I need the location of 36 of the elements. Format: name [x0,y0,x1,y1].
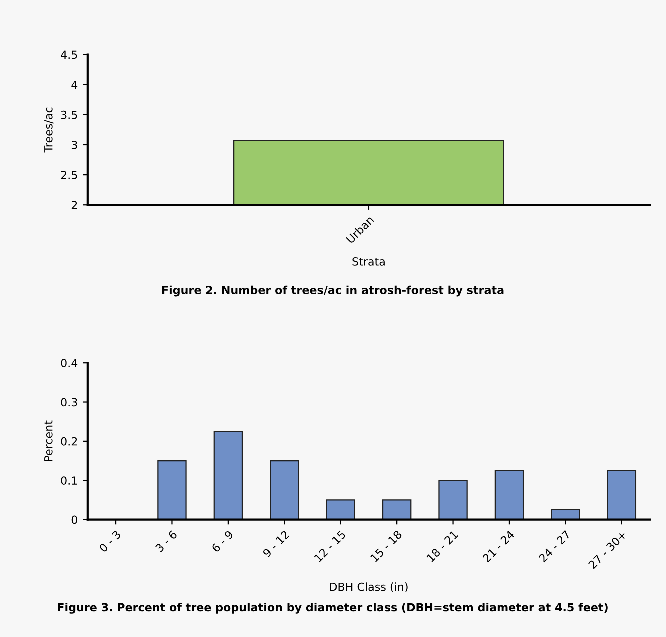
x-tick-label: 15 - 18 [370,530,403,563]
x-tick-label: 18 - 21 [426,530,459,563]
text: Figure 3. Percent of tree population by diameter class (DBH=stem diameter at 4.5 feet) [58,603,608,614]
x-tick-label: 6 - 9 [211,530,234,553]
y-tick-label: 0.1 [61,476,78,485]
y-axis-title: Percent [44,420,53,462]
x-tick-label: 0 - 3 [98,530,122,553]
x-axis-title: Strata [352,258,385,266]
bar [551,509,580,520]
y-tick-label: 2 [72,201,78,210]
x-tick-label: 9 - 12 [262,530,290,558]
bar [214,431,244,520]
y-axis-title: Trees/ac [44,108,54,153]
y-tick-label: 4 [72,80,78,90]
y-tick-label: 4.5 [61,50,78,60]
y-tick-label: 3.5 [61,110,78,120]
y-tick-label: 0 [72,516,78,524]
y-tick-label: 0.3 [61,398,78,407]
x-axis-title: DBH Class (in) [330,582,408,593]
text: Figure 2. Number of trees/ac in atrosh-forest by strata [162,286,504,297]
bar [607,470,637,520]
bar [270,460,300,520]
x-tick-label: 12 - 15 [314,530,346,563]
bar [326,500,356,520]
bar [158,460,187,520]
x-tick-label: 27 - 30+ [588,530,628,570]
y-tick-label: 2.5 [61,171,78,180]
bar [382,500,412,520]
x-tick-label: 21 - 24 [482,530,516,563]
bar [438,480,468,520]
y-tick-label: 0.4 [61,359,78,368]
y-tick-label: 0.2 [61,437,78,446]
x-tick-label: 3 - 6 [155,530,178,553]
x-tick-label: 24 - 27 [538,530,571,563]
bar [494,470,524,520]
y-tick-label: 3 [72,140,78,150]
